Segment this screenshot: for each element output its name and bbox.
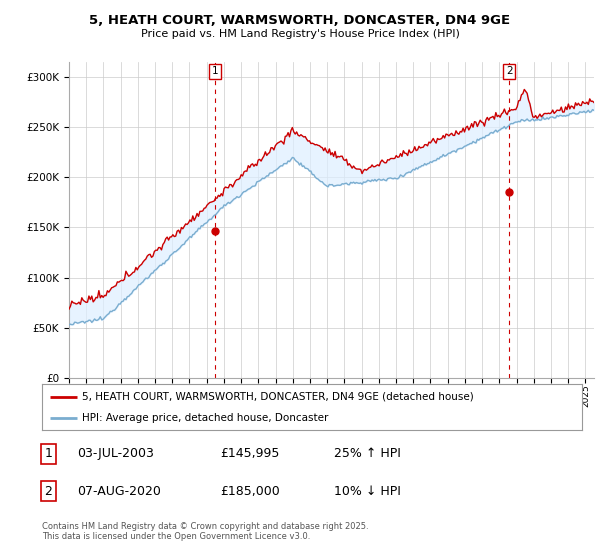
Text: 5, HEATH COURT, WARMSWORTH, DONCASTER, DN4 9GE: 5, HEATH COURT, WARMSWORTH, DONCASTER, D… (89, 14, 511, 27)
Text: 07-AUG-2020: 07-AUG-2020 (77, 485, 161, 498)
Text: 2: 2 (506, 66, 512, 76)
Text: Contains HM Land Registry data © Crown copyright and database right 2025.
This d: Contains HM Land Registry data © Crown c… (42, 522, 368, 542)
Text: £145,995: £145,995 (220, 447, 280, 460)
Text: 10% ↓ HPI: 10% ↓ HPI (334, 485, 400, 498)
Text: HPI: Average price, detached house, Doncaster: HPI: Average price, detached house, Donc… (83, 413, 329, 423)
Text: 03-JUL-2003: 03-JUL-2003 (77, 447, 154, 460)
Text: 1: 1 (212, 66, 218, 76)
Text: Price paid vs. HM Land Registry's House Price Index (HPI): Price paid vs. HM Land Registry's House … (140, 29, 460, 39)
Text: 2: 2 (44, 485, 52, 498)
Text: 5, HEATH COURT, WARMSWORTH, DONCASTER, DN4 9GE (detached house): 5, HEATH COURT, WARMSWORTH, DONCASTER, D… (83, 391, 474, 402)
Text: £185,000: £185,000 (220, 485, 280, 498)
Text: 25% ↑ HPI: 25% ↑ HPI (334, 447, 400, 460)
Text: 1: 1 (44, 447, 52, 460)
